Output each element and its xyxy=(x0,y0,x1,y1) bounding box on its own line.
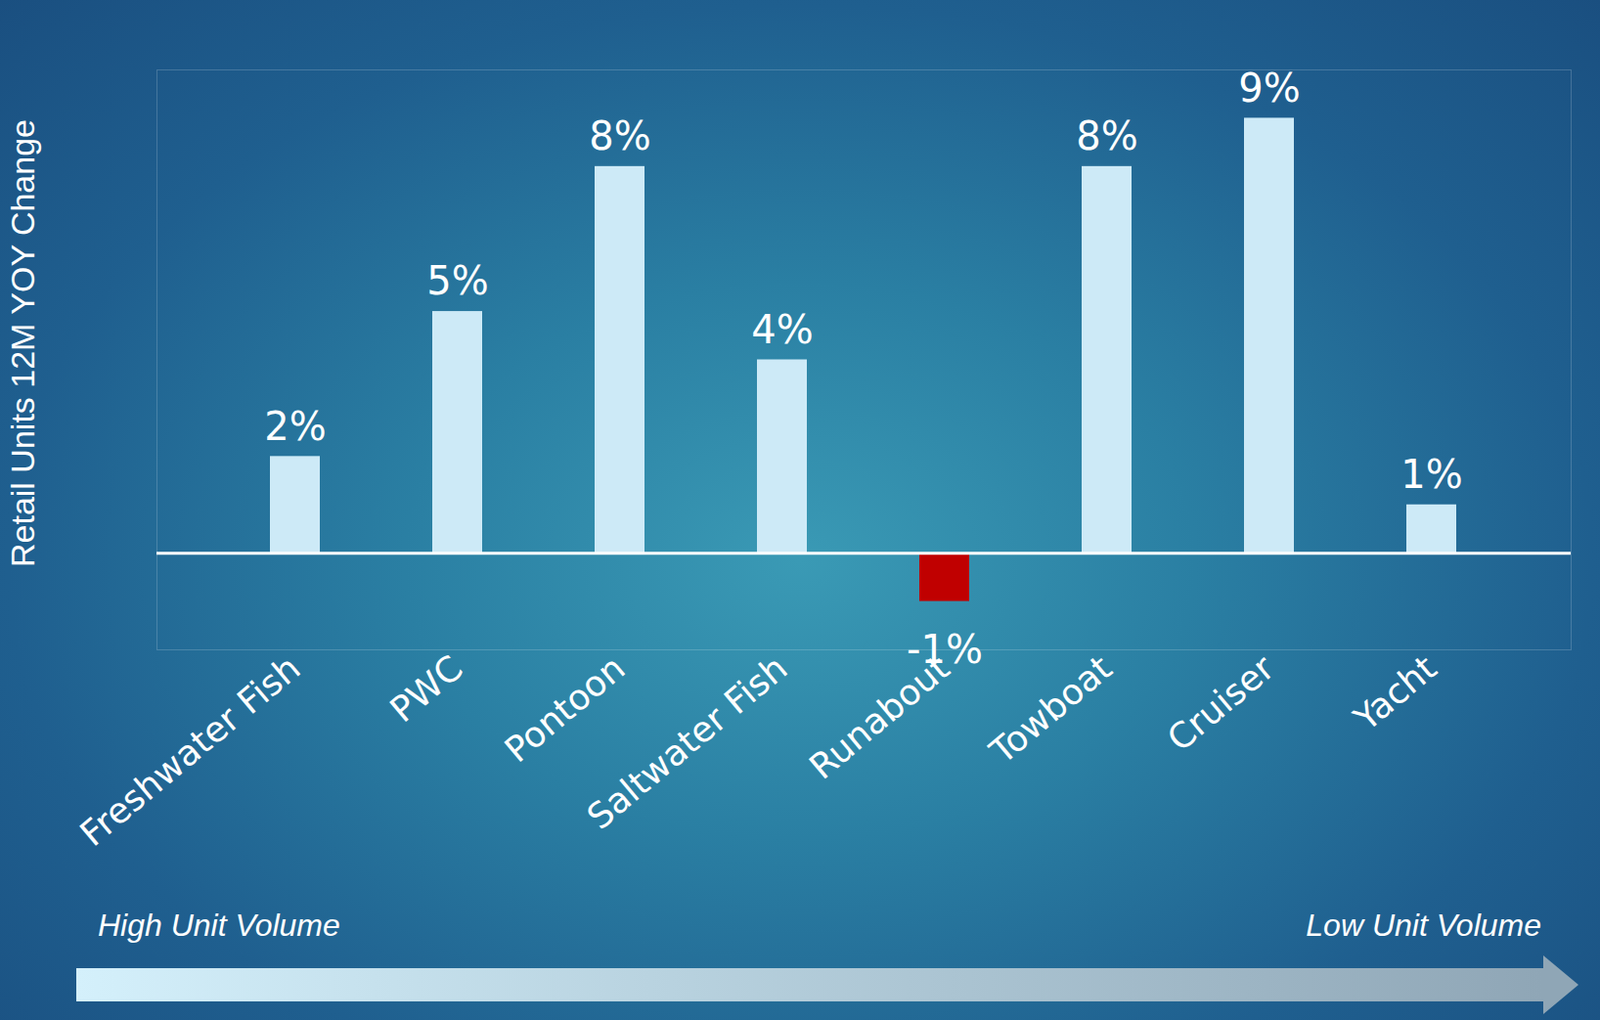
svg-text:Runabout: Runabout xyxy=(801,647,958,788)
svg-text:2%: 2% xyxy=(264,403,326,449)
svg-text:1%: 1% xyxy=(1400,451,1463,497)
svg-text:Towboat: Towboat xyxy=(981,647,1120,772)
svg-text:Pontoon: Pontoon xyxy=(496,647,632,770)
svg-text:5%: 5% xyxy=(426,258,489,304)
svg-text:4%: 4% xyxy=(751,307,813,353)
svg-text:Freshwater Fish: Freshwater Fish xyxy=(72,647,308,854)
svg-text:9%: 9% xyxy=(1238,65,1300,111)
svg-text:8%: 8% xyxy=(588,113,651,159)
svg-text:Cruiser: Cruiser xyxy=(1159,647,1283,759)
svg-text:Saltwater Fish: Saltwater Fish xyxy=(579,647,796,838)
svg-text:PWC: PWC xyxy=(382,647,471,730)
svg-text:8%: 8% xyxy=(1075,113,1138,159)
html-text:High Unit Volume: High Unit Volume xyxy=(97,907,341,943)
svg-text:-1%: -1% xyxy=(906,626,983,672)
html-text:Low Unit Volume: Low Unit Volume xyxy=(1305,907,1542,943)
svg-text:Yacht: Yacht xyxy=(1345,647,1445,740)
html-text:Retail Units 12M YOY Change: Retail Units 12M YOY Change xyxy=(3,119,42,568)
